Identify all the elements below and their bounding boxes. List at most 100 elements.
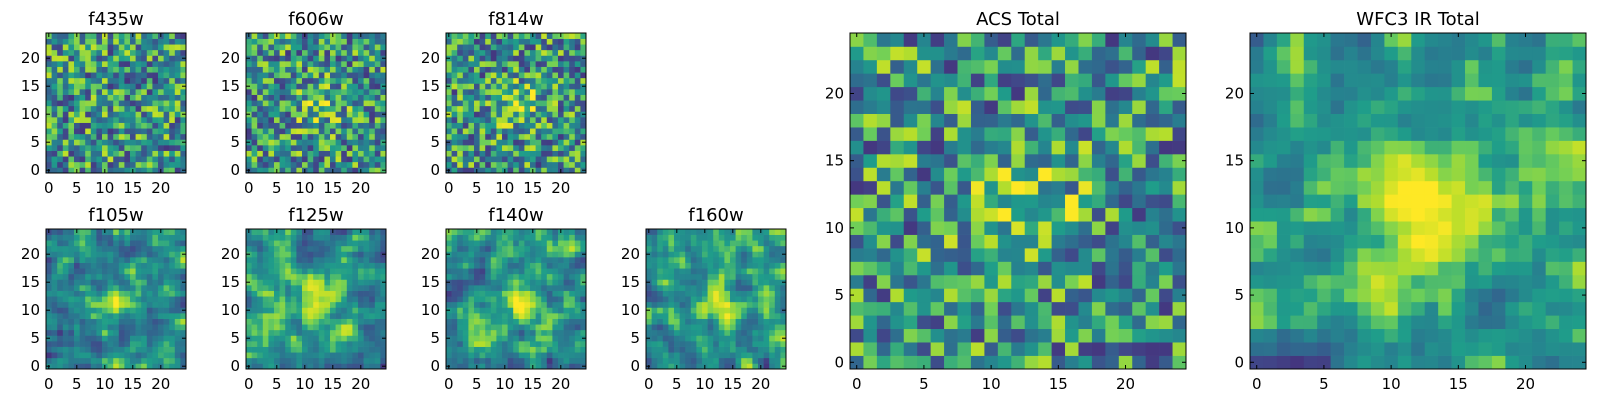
- heatmap-cell: [580, 150, 587, 157]
- heatmap-cell: [780, 273, 787, 280]
- heatmap-cell: [541, 313, 548, 319]
- heatmap-cell: [558, 268, 564, 275]
- heatmap-cell: [490, 38, 497, 45]
- heatmap-cell: [279, 38, 286, 45]
- heatmap-cell: [574, 105, 581, 112]
- heatmap-cell: [713, 285, 720, 291]
- heatmap-cell: [307, 156, 314, 163]
- heatmap-cell: [518, 352, 525, 359]
- heatmap-cell: [57, 122, 64, 129]
- heatmap-cell: [124, 324, 131, 331]
- heatmap-cell: [496, 55, 503, 62]
- x-tick-label: 5: [472, 375, 482, 393]
- heatmap-cell: [251, 55, 258, 62]
- heatmap-cell: [457, 89, 464, 95]
- heatmap-cell: [307, 341, 314, 347]
- heatmap-cell: [702, 285, 708, 291]
- heatmap-cell: [135, 33, 142, 39]
- heatmap-cell: [251, 83, 258, 90]
- y-tick-label: 5: [230, 329, 240, 347]
- heatmap-cell: [102, 44, 108, 51]
- heatmap-cell: [352, 285, 359, 291]
- heatmap-cell: [46, 313, 52, 319]
- heatmap-cell: [690, 363, 697, 370]
- heatmap-cell: [62, 122, 69, 129]
- heatmap-cell: [957, 194, 972, 209]
- heatmap-cell: [741, 301, 748, 308]
- heatmap-cell: [580, 290, 587, 297]
- heatmap-cell: [524, 245, 531, 252]
- heatmap-cell: [558, 105, 564, 112]
- heatmap-cell: [257, 245, 264, 252]
- heatmap-cell: [163, 329, 170, 336]
- heatmap-cell: [346, 318, 353, 325]
- heatmap-cell: [474, 128, 480, 135]
- heatmap-cell: [141, 150, 148, 157]
- heatmap-cell: [474, 122, 480, 129]
- heatmap-cell: [769, 329, 776, 336]
- heatmap-cell: [374, 279, 381, 286]
- heatmap-cell: [485, 128, 492, 135]
- heatmap-cell: [290, 72, 297, 79]
- heatmap-cell: [569, 346, 576, 353]
- heatmap-cell: [758, 357, 764, 364]
- heatmap-cell: [718, 335, 725, 342]
- heatmap-cell: [346, 346, 353, 353]
- heatmap-cell: [274, 72, 280, 79]
- heatmap-cell: [251, 268, 258, 275]
- heatmap-cell: [152, 296, 159, 303]
- heatmap-cell: [863, 180, 878, 195]
- heatmap-cell: [62, 352, 69, 359]
- heatmap-cell: [68, 156, 75, 163]
- heatmap-cell: [685, 335, 692, 342]
- heatmap-cell: [335, 33, 342, 39]
- axes-frame: [645, 228, 787, 370]
- heatmap-cell: [335, 145, 342, 151]
- heatmap-cell: [268, 150, 275, 157]
- heatmap-cell: [524, 285, 531, 291]
- heatmap-cell: [451, 268, 458, 275]
- heatmap-cell: [569, 245, 576, 252]
- heatmap-cell: [130, 279, 136, 286]
- heatmap-cell: [490, 55, 497, 62]
- heatmap-cell: [262, 128, 269, 135]
- heatmap-cell: [763, 341, 770, 347]
- heatmap-cell: [369, 352, 376, 359]
- heatmap-cell: [780, 341, 787, 347]
- heatmap-cell: [62, 301, 69, 308]
- heatmap-cell: [485, 122, 492, 129]
- heatmap-cell: [146, 44, 153, 51]
- heatmap-cell: [118, 346, 125, 353]
- heatmap-cell: [530, 72, 536, 79]
- heatmap-cell: [485, 139, 492, 146]
- heatmap-cell: [1118, 261, 1133, 276]
- heatmap-cell: [124, 89, 131, 95]
- heatmap-cell: [290, 77, 297, 84]
- heatmap-cell: [535, 301, 542, 308]
- heatmap-cell: [490, 251, 497, 258]
- x-tick-label: 20: [351, 375, 370, 393]
- heatmap-cell: [1078, 301, 1093, 316]
- heatmap-cell: [474, 55, 480, 62]
- heatmap-cell: [141, 111, 148, 118]
- heatmap-cell: [180, 133, 187, 140]
- heatmap-cell: [713, 341, 720, 347]
- heatmap-cell: [468, 335, 475, 342]
- heatmap-cell: [285, 273, 292, 280]
- heatmap-cell: [474, 273, 480, 280]
- heatmap-cell: [180, 329, 187, 336]
- heatmap-cell: [274, 234, 280, 241]
- heatmap-cell: [1159, 274, 1173, 289]
- heatmap-cell: [646, 318, 652, 325]
- heatmap-cell: [518, 61, 525, 67]
- heatmap-cell: [876, 328, 891, 343]
- heatmap-cell: [707, 279, 714, 286]
- heatmap-cell: [107, 273, 114, 280]
- heatmap-cell: [274, 296, 280, 303]
- heatmap-cell: [957, 342, 972, 356]
- heatmap-cell: [479, 145, 486, 151]
- heatmap-image: [46, 229, 187, 370]
- heatmap-cell: [724, 313, 731, 319]
- heatmap-cell: [903, 194, 918, 209]
- heatmap-cell: [257, 156, 264, 163]
